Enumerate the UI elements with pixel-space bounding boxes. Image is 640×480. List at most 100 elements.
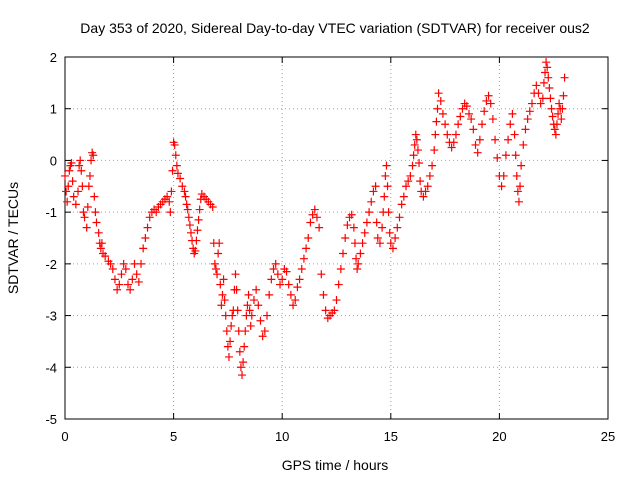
- data-point: [381, 171, 390, 180]
- data-point: [312, 213, 321, 222]
- data-point: [224, 352, 233, 361]
- data-point: [276, 280, 285, 289]
- data-point: [166, 208, 175, 217]
- data-point: [291, 296, 300, 305]
- data-point: [137, 259, 146, 268]
- data-point: [92, 218, 101, 227]
- data-point: [64, 182, 73, 191]
- data-point: [168, 166, 177, 175]
- data-point: [551, 130, 560, 139]
- data-point: [123, 280, 132, 289]
- data-point: [356, 249, 365, 258]
- data-point: [339, 249, 348, 258]
- data-point: [299, 254, 308, 263]
- data-point: [181, 192, 190, 201]
- data-point: [545, 84, 554, 93]
- data-point: [416, 177, 425, 186]
- data-point: [62, 187, 71, 196]
- y-tick-label: -5: [45, 412, 57, 427]
- data-point: [77, 166, 86, 175]
- data-point: [543, 63, 552, 72]
- data-point: [254, 301, 263, 310]
- data-point: [139, 244, 148, 253]
- data-point: [454, 120, 463, 129]
- data-point: [332, 296, 341, 305]
- data-point: [431, 130, 440, 139]
- data-point: [97, 239, 106, 248]
- data-point: [249, 296, 258, 305]
- data-point: [410, 140, 419, 149]
- data-point: [517, 161, 526, 170]
- data-point: [512, 171, 521, 180]
- data-point: [434, 89, 443, 98]
- data-point: [271, 259, 280, 268]
- axis-ticks: [64, 56, 609, 420]
- data-point: [184, 213, 193, 222]
- data-point: [238, 371, 247, 380]
- data-point: [219, 275, 228, 284]
- data-point: [267, 275, 276, 284]
- data-point: [243, 301, 252, 310]
- data-point: [286, 290, 295, 299]
- x-tick-label: 10: [275, 429, 289, 444]
- x-tick-label: 5: [170, 429, 177, 444]
- data-point: [216, 280, 225, 289]
- data-point: [514, 197, 523, 206]
- data-point: [441, 120, 450, 129]
- x-tick-label: 20: [492, 429, 506, 444]
- data-point: [471, 140, 480, 149]
- data-point: [456, 112, 465, 121]
- data-point: [504, 135, 513, 144]
- grid: [65, 57, 608, 419]
- data-point: [421, 187, 430, 196]
- data-point: [217, 301, 226, 310]
- data-point: [478, 120, 487, 129]
- data-point: [244, 290, 253, 299]
- data-point: [358, 239, 367, 248]
- data-point: [402, 182, 411, 191]
- data-point: [83, 202, 92, 211]
- data-point: [84, 182, 93, 191]
- data-point: [186, 228, 195, 237]
- data-point: [354, 259, 363, 268]
- data-point: [76, 156, 85, 165]
- data-point: [386, 239, 395, 248]
- data-point: [233, 306, 242, 315]
- x-axis-label: GPS time / hours: [282, 457, 389, 473]
- data-point: [260, 327, 269, 336]
- data-point: [341, 234, 350, 242]
- data-point: [191, 246, 200, 255]
- data-point: [371, 182, 380, 191]
- data-point: [523, 115, 532, 124]
- data-point: [172, 161, 181, 170]
- data-point: [165, 197, 174, 206]
- data-point: [101, 252, 110, 261]
- chart-title: Day 353 of 2020, Sidereal Day-to-day VTE…: [80, 20, 590, 36]
- data-point: [258, 332, 267, 341]
- data-point: [265, 290, 274, 299]
- data-point: [513, 187, 522, 196]
- data-point: [223, 342, 232, 351]
- data-point: [235, 347, 244, 356]
- data-point: [195, 205, 204, 214]
- data-point: [411, 130, 420, 139]
- y-axis-label: SDTVAR / TECUs: [5, 182, 21, 294]
- data-point: [365, 208, 374, 217]
- data-point: [393, 223, 402, 232]
- data-point: [369, 187, 378, 196]
- data-point: [467, 115, 476, 124]
- y-tick-label: 2: [50, 50, 57, 65]
- data-point: [447, 143, 456, 152]
- data-point: [336, 265, 345, 274]
- data-point: [173, 169, 182, 178]
- data-point: [115, 280, 124, 289]
- data-point: [126, 285, 135, 294]
- data-point: [343, 221, 352, 230]
- data-point: [239, 358, 248, 367]
- x-tick-label: 25: [601, 429, 615, 444]
- data-point: [65, 166, 74, 175]
- data-point: [399, 192, 408, 201]
- data-point: [397, 200, 406, 209]
- data-point: [373, 234, 382, 242]
